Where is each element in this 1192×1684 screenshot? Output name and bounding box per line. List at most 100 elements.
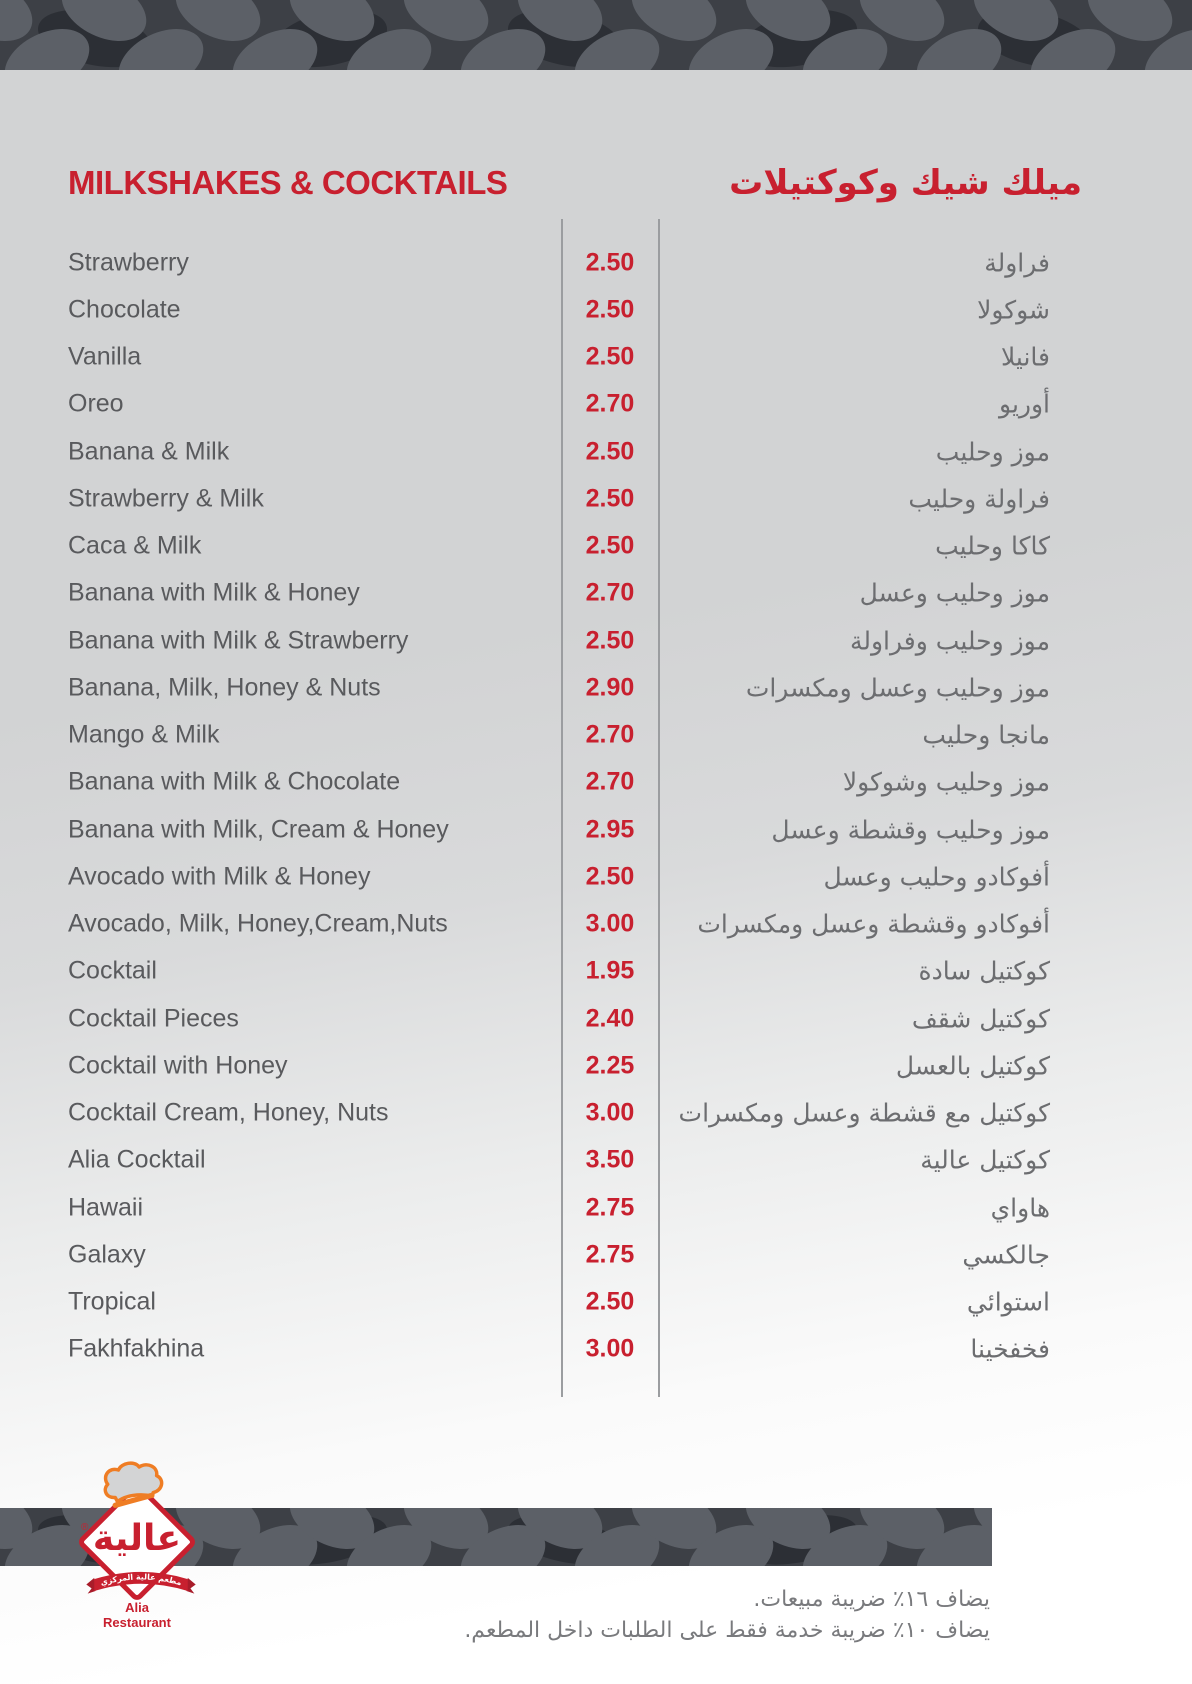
tax-note-line: يضاف ١٦٪ ضريبة مبيعات. [753, 1587, 990, 1612]
item-name-en: Banana with Milk & Chocolate [68, 767, 401, 796]
item-name-en: Alia Cocktail [68, 1145, 206, 1174]
item-price: 3.00 [585, 909, 635, 938]
item-price: 2.50 [585, 626, 635, 655]
item-name-en: Cocktail Cream, Honey, Nuts [68, 1098, 389, 1127]
item-name-ar: فانيلا [1001, 342, 1050, 372]
item-price: 3.50 [585, 1145, 635, 1174]
item-name-en: Strawberry [68, 248, 189, 277]
item-name-en: Hawaii [68, 1193, 144, 1222]
restaurant-name-en: Alia Restaurant [67, 1600, 207, 1630]
restaurant-name-line2: Restaurant [103, 1615, 171, 1630]
item-name-ar: مانجا وحليب [922, 720, 1050, 750]
divider-left [561, 219, 563, 1397]
brand-name-arabic: عالية [92, 1518, 182, 1559]
item-name-ar: كاكا وحليب [935, 531, 1050, 561]
item-name-ar: شوكولا [977, 295, 1050, 325]
menu-row: Cocktail Pieces 2.40 كوكتيل شقف [68, 995, 1050, 1042]
header-band [0, 0, 1192, 70]
menu-row: Banana with Milk & Honey 2.70 موز وحليب وع… [68, 570, 1050, 617]
item-price: 3.00 [585, 1334, 635, 1363]
menu-row: Galaxy 2.75 جالكسي [68, 1231, 1050, 1278]
item-name-en: Cocktail [68, 956, 157, 985]
menu-row: Banana with Milk & Strawberry 2.50 موز وحل… [68, 617, 1050, 664]
item-price: 2.75 [585, 1193, 635, 1222]
item-name-ar: فخفخينا [970, 1334, 1050, 1364]
section-title-row: MILKSHAKES & COCKTAILS ميلك شيك وكوكتيلا… [68, 156, 1082, 210]
item-price: 2.40 [585, 1004, 635, 1033]
item-name-ar: كوكتيل سادة [918, 956, 1050, 986]
tax-notes: يضاف ١٦٪ ضريبة مبيعات. يضاف ١٠٪ ضريبة خد… [350, 1584, 990, 1646]
tax-note-line: يضاف ١٠٪ ضريبة خدمة فقط على الطلبات داخل… [464, 1618, 990, 1643]
ribbon-banner: مطعم عالية المركزي [86, 1571, 196, 1594]
item-price: 2.50 [585, 862, 635, 891]
item-name-ar: أوريو [999, 389, 1050, 419]
menu-row: Alia Cocktail 3.50 كوكتيل عالية [68, 1137, 1050, 1184]
chef-hat-icon [103, 1461, 164, 1508]
item-name-ar: أفوكادو وحليب وعسل [823, 862, 1050, 892]
item-price: 2.50 [585, 342, 635, 371]
item-price: 2.75 [585, 1240, 635, 1269]
menu-row: Avocado, Milk, Honey,Cream,Nuts 3.00 أفوكا… [68, 901, 1050, 948]
item-name-en: Avocado with Milk & Honey [68, 862, 371, 891]
item-name-ar: هاواي [990, 1193, 1050, 1223]
restaurant-logo: ® عالية مطعم عالية المركزي Alia Restaura… [55, 1450, 225, 1630]
item-name-ar: موز وحليب وعسل [859, 578, 1050, 608]
section-title-ar: ميلك شيك وكوكتيلات [729, 163, 1082, 203]
restaurant-name-line1: Alia [125, 1600, 149, 1615]
item-name-en: Cocktail Pieces [68, 1004, 239, 1033]
item-price: 2.50 [585, 295, 635, 324]
registered-mark: ® [81, 1522, 89, 1533]
menu-row: Mango & Milk 2.70 مانجا وحليب [68, 712, 1050, 759]
menu-row: Hawaii 2.75 هاواي [68, 1184, 1050, 1231]
item-name-ar: موز وحليب وشوكولا [842, 767, 1050, 797]
item-name-en: Strawberry & Milk [68, 484, 264, 513]
menu-row: Banana with Milk & Chocolate 2.70 موز وحلي… [68, 759, 1050, 806]
menu-row: Banana with Milk, Cream & Honey 2.95 موز و… [68, 806, 1050, 853]
menu-rows: Strawberry 2.50 فراولة Chocolate 2.50 شوكولا V… [68, 239, 1050, 1373]
item-price: 2.70 [585, 767, 635, 796]
item-price: 2.25 [585, 1051, 635, 1080]
item-name-ar: كوكتيل شقف [911, 1004, 1050, 1034]
item-price: 2.50 [585, 531, 635, 560]
item-name-ar: أفوكادو وقشطة وعسل ومكسرات [697, 909, 1050, 939]
menu-row: Strawberry & Milk 2.50 فراولة وحليب [68, 475, 1050, 522]
menu-row: Vanilla 2.50 فانيلا [68, 334, 1050, 381]
item-name-en: Cocktail with Honey [68, 1051, 288, 1080]
menu-row: Cocktail Cream, Honey, Nuts 3.00 كوكتيل مع… [68, 1090, 1050, 1137]
menu-row: Banana & Milk 2.50 موز وحليب [68, 428, 1050, 475]
item-name-ar: كوكتيل بالعسل [895, 1051, 1050, 1081]
item-name-en: Avocado, Milk, Honey,Cream,Nuts [68, 909, 448, 938]
item-name-en: Banana, Milk, Honey & Nuts [68, 673, 381, 702]
item-name-en: Banana with Milk, Cream & Honey [68, 815, 449, 844]
menu-row: Caca & Milk 2.50 كاكا وحليب [68, 523, 1050, 570]
item-name-ar: موز وحليب وفراولة [849, 626, 1050, 656]
item-name-en: Fakhfakhina [68, 1334, 205, 1363]
item-name-ar: موز وحليب وعسل ومكسرات [745, 673, 1050, 703]
item-name-ar: كوكتيل عالية [920, 1145, 1050, 1175]
menu-row: Cocktail 1.95 كوكتيل سادة [68, 948, 1050, 995]
item-price: 2.90 [585, 673, 635, 702]
item-name-en: Banana with Milk & Honey [68, 578, 360, 607]
item-price: 2.70 [585, 389, 635, 418]
item-name-ar: موز وحليب وقشطة وعسل [771, 815, 1050, 845]
menu-row: Tropical 2.50 استوائي [68, 1279, 1050, 1326]
item-name-en: Galaxy [68, 1240, 146, 1269]
menu-row: Fakhfakhina 3.00 فخفخينا [68, 1326, 1050, 1373]
item-name-ar: استوائي [966, 1287, 1050, 1317]
item-price: 2.95 [585, 815, 635, 844]
item-name-en: Tropical [68, 1287, 156, 1316]
divider-right [658, 219, 660, 1397]
item-name-ar: موز وحليب [935, 437, 1050, 467]
menu-row: Chocolate 2.50 شوكولا [68, 286, 1050, 333]
item-name-en: Caca & Milk [68, 531, 202, 560]
item-name-en: Mango & Milk [68, 720, 220, 749]
section-title-en: MILKSHAKES & COCKTAILS [68, 164, 508, 201]
item-price: 1.95 [585, 956, 635, 985]
menu-row: Banana, Milk, Honey & Nuts 2.90 موز وحليب … [68, 664, 1050, 711]
menu-row: Strawberry 2.50 فراولة [68, 239, 1050, 286]
item-name-en: Vanilla [68, 342, 142, 371]
item-price: 3.00 [585, 1098, 635, 1127]
item-price: 2.50 [585, 484, 635, 513]
item-name-ar: فراولة وحليب [908, 484, 1050, 514]
